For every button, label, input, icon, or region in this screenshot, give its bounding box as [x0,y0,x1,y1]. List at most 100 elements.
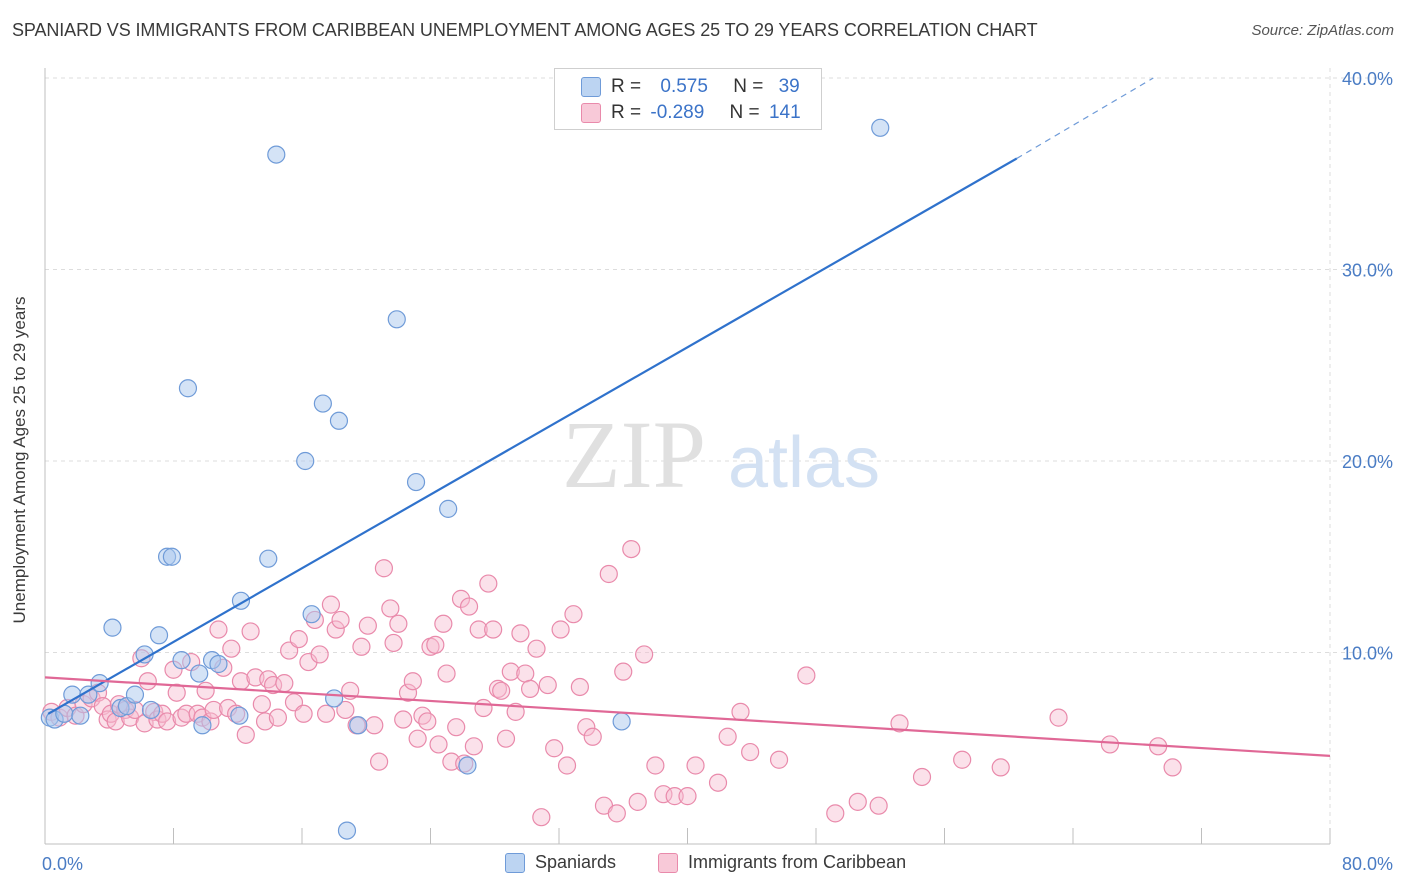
caribbean-point [167,683,186,702]
caribbean-point [708,773,728,792]
caribbean-point [429,735,448,754]
caribbean-point [628,792,647,811]
caribbean-point [826,804,845,823]
spaniard-point [125,685,145,704]
legend-r-value: -0.289 [650,102,705,123]
caribbean-point [352,637,371,656]
y-tick-label: 10.0% [1342,644,1393,664]
grid-lines [45,68,1390,844]
caribbean-point [496,729,516,748]
caribbean-point [236,725,255,744]
caribbean-point [268,708,288,727]
caribbean-point [403,672,422,691]
caribbean-point [607,804,626,823]
caribbean-point [912,767,932,787]
caribbean-point [331,610,350,630]
caribbean-point [614,662,633,681]
caribbean-point [583,727,602,746]
caribbean-point [1100,735,1120,754]
caribbean-point [527,639,546,658]
caribbean-point [469,620,488,639]
caribbean-point [434,614,453,633]
caribbean-point [570,677,589,697]
legend-n-label: N = [733,76,764,97]
caribbean-point [551,620,570,639]
legend-swatch-blue [505,852,525,873]
caribbean-point [408,729,427,748]
legend-row-spaniards: R = 0.575 N = 39 [555,74,821,100]
source-label: Source: ZipAtlas.com [1251,22,1394,39]
spaniard-trend-extension [1016,77,1154,159]
spaniard-point [141,700,161,720]
legend-n-value: 39 [778,76,800,97]
caribbean-point [459,597,479,616]
caribbean-point [394,710,413,729]
caribbean-point [718,727,737,746]
spaniard-points [40,118,890,840]
caribbean-point [654,785,673,804]
watermark-atlas: atlas [728,423,880,503]
series-legend: Spaniards Immigrants from Caribbean [0,852,1406,878]
caribbean-point [464,737,483,756]
caribbean-point [474,698,493,718]
caribbean-point [157,712,177,731]
caribbean-point [358,616,377,635]
caribbean-point [209,620,228,639]
legend-r-label: R = [611,76,642,97]
x-tick-label: 80.0% [1342,854,1393,874]
spaniard-point [259,549,278,568]
trend-lines [44,77,1331,758]
caribbean-point [488,679,508,698]
caribbean-point [418,712,437,731]
legend-label-caribbean: Immigrants from Caribbean [688,852,907,872]
caribbean-point [204,700,223,720]
spaniard-point [71,706,90,725]
caribbean-point [869,796,888,815]
caribbean-point [426,635,445,654]
caribbean-point [646,756,665,775]
spaniard-point [162,547,181,566]
caribbean-point [241,622,260,641]
caribbean-point [326,620,345,639]
spaniard-point [349,716,368,735]
caribbean-point [564,605,583,624]
caribbean-points [42,539,1182,827]
caribbean-point [196,681,215,700]
legend-row-caribbean: R = -0.289 N = 141 [555,100,821,126]
caribbean-point [577,718,596,737]
caribbean-point [545,739,564,758]
legend-item-caribbean[interactable]: Immigrants from Caribbean [658,852,906,873]
legend-swatch-pink [581,103,601,123]
legend-item-spaniards[interactable]: Spaniards [505,852,616,873]
caribbean-point [138,672,157,691]
spaniard-point [190,664,209,683]
caribbean-point [769,750,789,769]
caribbean-point [520,679,540,698]
spaniard-point [302,605,321,624]
caribbean-point [953,750,972,769]
caribbean-point [797,666,816,685]
spaniard-point [103,618,122,637]
spaniard-point [325,689,344,708]
spaniard-point [149,626,169,645]
spaniard-point [439,499,458,518]
caribbean-point [381,599,400,618]
spaniard-point [406,472,426,492]
caribbean-point [374,559,394,578]
caribbean-point [506,702,525,721]
caribbean-point [890,714,909,733]
caribbean-point [384,633,403,653]
caribbean-point [263,675,283,695]
spaniard-point [209,654,228,674]
spaniard-point [612,712,631,731]
spaniard-point [337,821,357,840]
caribbean-point [365,716,384,735]
spaniard-point [193,716,212,735]
legend-label-spaniards: Spaniards [535,852,617,872]
caribbean-point [222,639,241,658]
legend-swatch-blue [581,77,601,97]
caribbean-point [635,645,654,664]
legend-n-label: N = [729,102,760,123]
caribbean-point [437,664,456,683]
